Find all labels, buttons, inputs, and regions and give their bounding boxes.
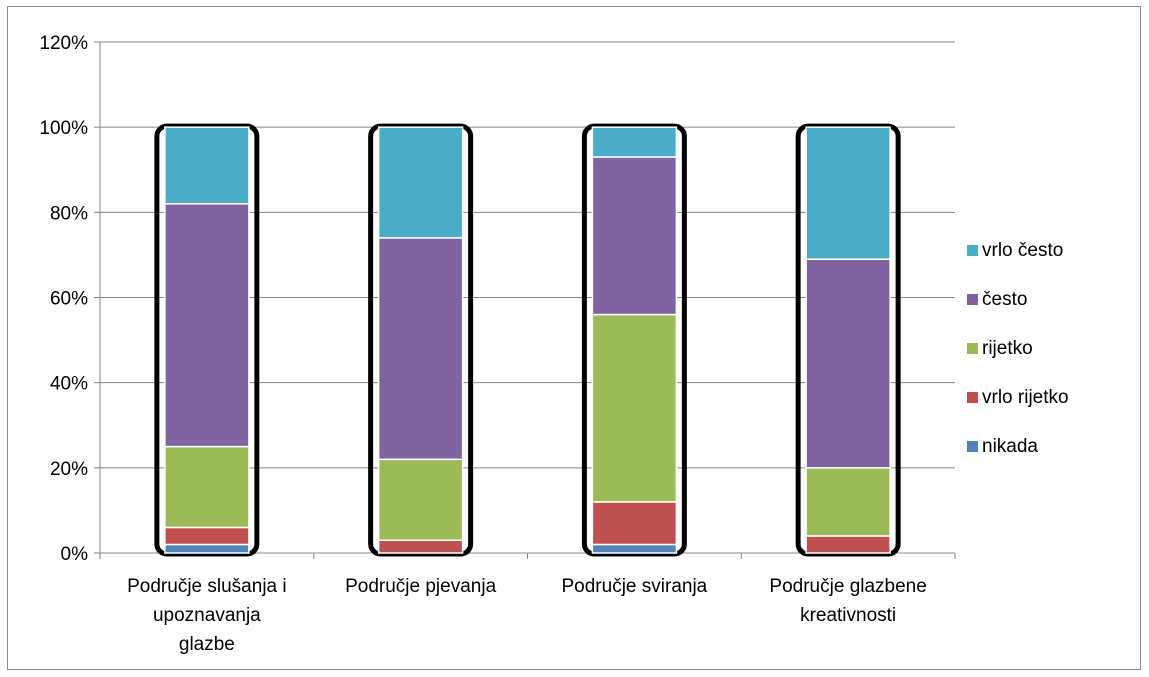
x-tick-label: Područje slušanja i	[127, 576, 286, 597]
bar-frame	[154, 123, 260, 557]
bar-frame	[368, 123, 474, 557]
bar-segment	[377, 458, 464, 541]
legend-swatch	[967, 343, 978, 354]
x-tick-label: glazbe	[179, 634, 235, 655]
bar-segment	[805, 258, 891, 469]
bar-segment	[164, 445, 250, 529]
bar-segment	[591, 313, 678, 503]
bar-segment	[591, 156, 678, 316]
y-tick-label: 0%	[61, 544, 89, 565]
bar-segment	[805, 535, 891, 554]
bar-segment	[377, 237, 464, 461]
bar-segment	[591, 126, 678, 158]
bar-segment	[164, 526, 250, 546]
y-tick-label: 40%	[50, 374, 88, 395]
legend-label: vrlo rijetko	[982, 387, 1069, 408]
legend-swatch	[967, 392, 978, 403]
legend-label: često	[982, 289, 1027, 310]
y-tick-label: 60%	[50, 289, 88, 310]
legend-label: nikada	[982, 436, 1038, 457]
bar-segment	[164, 126, 250, 205]
x-tick-label: Područje sviranja	[562, 576, 708, 597]
bar-segment	[805, 126, 891, 260]
bar-segment	[377, 539, 464, 554]
bar-segment	[591, 501, 678, 546]
legend-label: rijetko	[982, 338, 1033, 359]
bar-segment	[591, 543, 678, 554]
x-tick-label: upoznavanja	[153, 605, 261, 626]
bar-frame	[795, 123, 901, 557]
bar-segment	[805, 467, 891, 537]
y-tick-label: 80%	[50, 203, 88, 224]
legend-swatch	[967, 441, 978, 452]
legend-label: vrlo često	[982, 240, 1063, 261]
bar-segment	[164, 203, 250, 448]
y-tick-label: 20%	[50, 459, 88, 480]
bar-segment	[164, 543, 250, 554]
x-tick-label: kreativnosti	[800, 605, 896, 626]
x-tick-label: Područje glazbene	[769, 576, 926, 597]
y-tick-label: 100%	[39, 118, 88, 139]
legend-swatch	[967, 245, 978, 256]
bar-segment	[377, 126, 464, 239]
x-tick-label: Područje pjevanja	[345, 576, 496, 597]
bar-frame	[581, 123, 687, 557]
legend-swatch	[967, 294, 978, 305]
y-tick-label: 120%	[39, 33, 88, 54]
